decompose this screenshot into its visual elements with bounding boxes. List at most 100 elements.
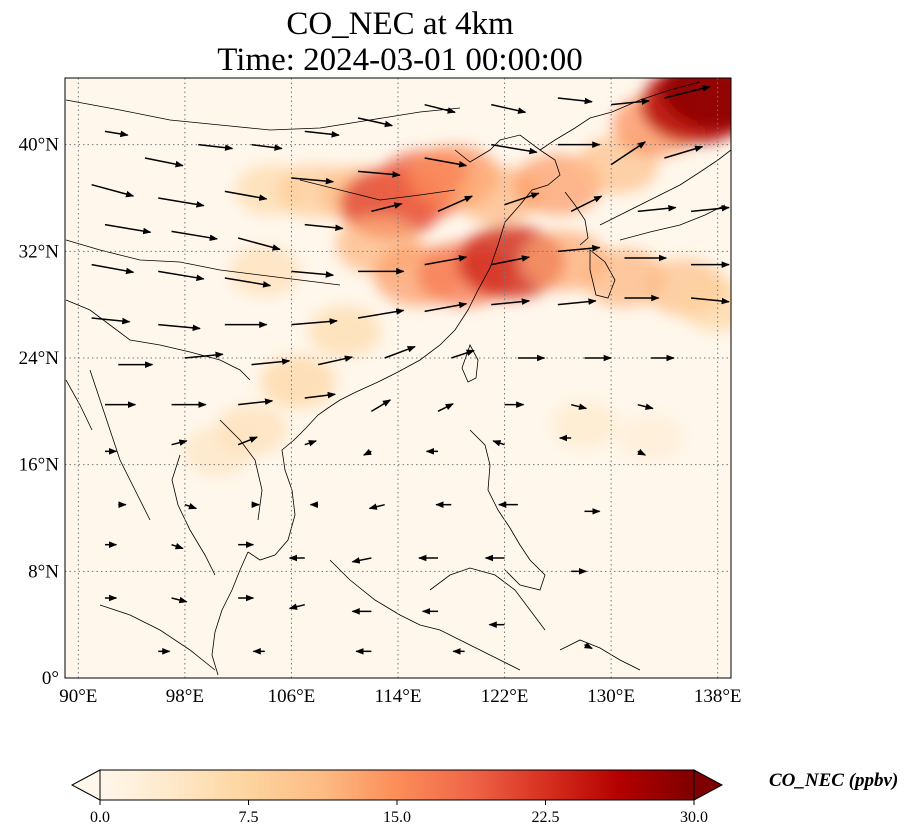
lon-tick-label-4: 122°E — [481, 686, 529, 707]
wind-arrow-26 — [437, 195, 473, 213]
wind-arrow-54 — [317, 355, 354, 366]
wind-arrow-32 — [158, 270, 205, 281]
co-plume-22 — [260, 355, 336, 409]
colorbar-tick-label-1: 7.5 — [239, 809, 259, 826]
co-plume-19 — [679, 278, 731, 332]
wind-arrow-67 — [570, 403, 588, 410]
co-plume-26 — [618, 414, 684, 462]
wind-arrow-9 — [611, 98, 650, 106]
lon-tick-label-3: 114°E — [375, 686, 422, 707]
co-plume-20 — [229, 246, 301, 297]
wind-arrow-27 — [504, 192, 540, 206]
wind-arrow-12 — [158, 197, 205, 208]
lon-tick-label-6: 138°E — [694, 686, 742, 707]
wind-arrow-22 — [171, 230, 218, 241]
lon-tick-label-2: 106°E — [268, 686, 316, 707]
wind-arrow-20 — [664, 145, 704, 159]
wind-arrow-65 — [437, 403, 454, 413]
wind-arrow-15 — [357, 170, 401, 178]
wind-arrow-37 — [491, 255, 531, 266]
wind-arrow-97 — [288, 603, 305, 610]
wind-arrow-48 — [557, 298, 597, 306]
wind-arrow-68 — [637, 403, 654, 410]
lat-tick-label-4: 8°N — [28, 561, 59, 582]
wind-arrow-4 — [304, 130, 340, 138]
wind-arrow-46 — [424, 301, 468, 313]
wind-arrow-31 — [91, 263, 135, 275]
wind-arrow-73 — [363, 448, 372, 456]
wind-arrow-72 — [304, 440, 317, 447]
wind-arrow-7 — [491, 103, 527, 114]
wind-arrow-90 — [351, 557, 372, 564]
colorbar-extend-min — [70, 769, 101, 801]
lon-tick-label-1: 98°E — [166, 686, 204, 707]
wind-arrow-30 — [690, 204, 730, 213]
wind-arrow-28 — [570, 195, 603, 213]
colorbar-label: CO_NEC (ppbv) — [769, 770, 899, 791]
lat-tick-label-2: 24°N — [19, 348, 60, 369]
wind-arrow-13 — [224, 190, 268, 201]
wind-arrow-29 — [637, 204, 677, 213]
latitude-labels: 40°N 32°N 24°N 16°N 8°N 0° — [19, 135, 60, 689]
co-plume-24 — [183, 426, 253, 477]
wind-arrow-53 — [251, 358, 291, 366]
wind-arrow-36 — [424, 255, 468, 266]
colorbar: 0.0 7.5 15.0 22.5 30.0 — [70, 769, 724, 826]
coastlines — [65, 81, 731, 676]
colorbar-extend-max — [693, 769, 724, 801]
wind-arrow-55 — [384, 345, 416, 359]
wind-arrow-50 — [690, 297, 730, 305]
wind-arrow-14 — [291, 177, 335, 185]
wind-arrow-0 — [104, 130, 129, 138]
wind-arrow-5 — [357, 117, 394, 128]
wind-arrow-24 — [304, 223, 344, 232]
wind-arrow-2 — [198, 143, 234, 151]
wind-arrow-1 — [144, 157, 184, 168]
wind-arrow-95 — [171, 596, 188, 604]
colorbar-tick-label-3: 22.5 — [532, 809, 560, 826]
wind-arrow-45 — [357, 308, 405, 319]
colorbar-ticks: 0.0 7.5 15.0 22.5 30.0 — [90, 800, 708, 826]
co-plume-21 — [307, 305, 382, 358]
longitude-labels: 90°E 98°E 106°E 114°E 122°E 130°E 138°E — [59, 686, 741, 707]
wind-arrow-11 — [91, 183, 135, 198]
wind-arrow-64 — [370, 399, 392, 412]
map-frame — [64, 77, 732, 679]
chart-title: CO_NEC at 4km — [286, 6, 514, 42]
wind-arrow-19 — [610, 141, 647, 166]
wind-arrow-47 — [491, 298, 531, 306]
co-plume-11 — [661, 78, 731, 130]
wind-arrow-70 — [171, 439, 188, 446]
wind-arrow-3 — [251, 143, 283, 151]
colorbar-tick-label-2: 15.0 — [383, 809, 411, 826]
wind-arrow-23 — [237, 237, 281, 251]
wind-arrow-8 — [557, 97, 593, 105]
wind-arrow-41 — [91, 317, 131, 325]
lat-tick-label-3: 16°N — [19, 455, 60, 476]
lon-tick-label-5: 130°E — [587, 686, 635, 707]
wind-arrow-82 — [368, 503, 385, 510]
wind-arrow-10 — [664, 85, 711, 99]
wind-arrow-87 — [171, 542, 184, 550]
lat-tick-label-1: 32°N — [19, 241, 60, 262]
wind-arrow-77 — [637, 448, 647, 456]
lon-tick-label-0: 90°E — [59, 686, 97, 707]
gridlines — [65, 78, 731, 678]
wind-arrow-71 — [237, 436, 258, 446]
wind-arrow-21 — [104, 223, 152, 235]
colorbar-tick-label-0: 0.0 — [90, 809, 110, 826]
colorbar-body — [99, 769, 695, 801]
lat-tick-label-0: 40°N — [19, 135, 60, 156]
wind-arrow-44 — [291, 318, 338, 326]
wind-arrow-75 — [492, 440, 505, 447]
wind-arrow-25 — [371, 202, 403, 213]
wind-vectors — [91, 85, 730, 655]
wind-arrow-62 — [238, 398, 274, 406]
wind-arrow-33 — [224, 277, 272, 288]
wind-arrow-38 — [557, 244, 601, 253]
wind-arrow-17 — [491, 143, 538, 155]
wind-arrow-52 — [184, 351, 224, 359]
wind-arrow-34 — [291, 270, 335, 278]
wind-arrow-42 — [158, 323, 201, 332]
